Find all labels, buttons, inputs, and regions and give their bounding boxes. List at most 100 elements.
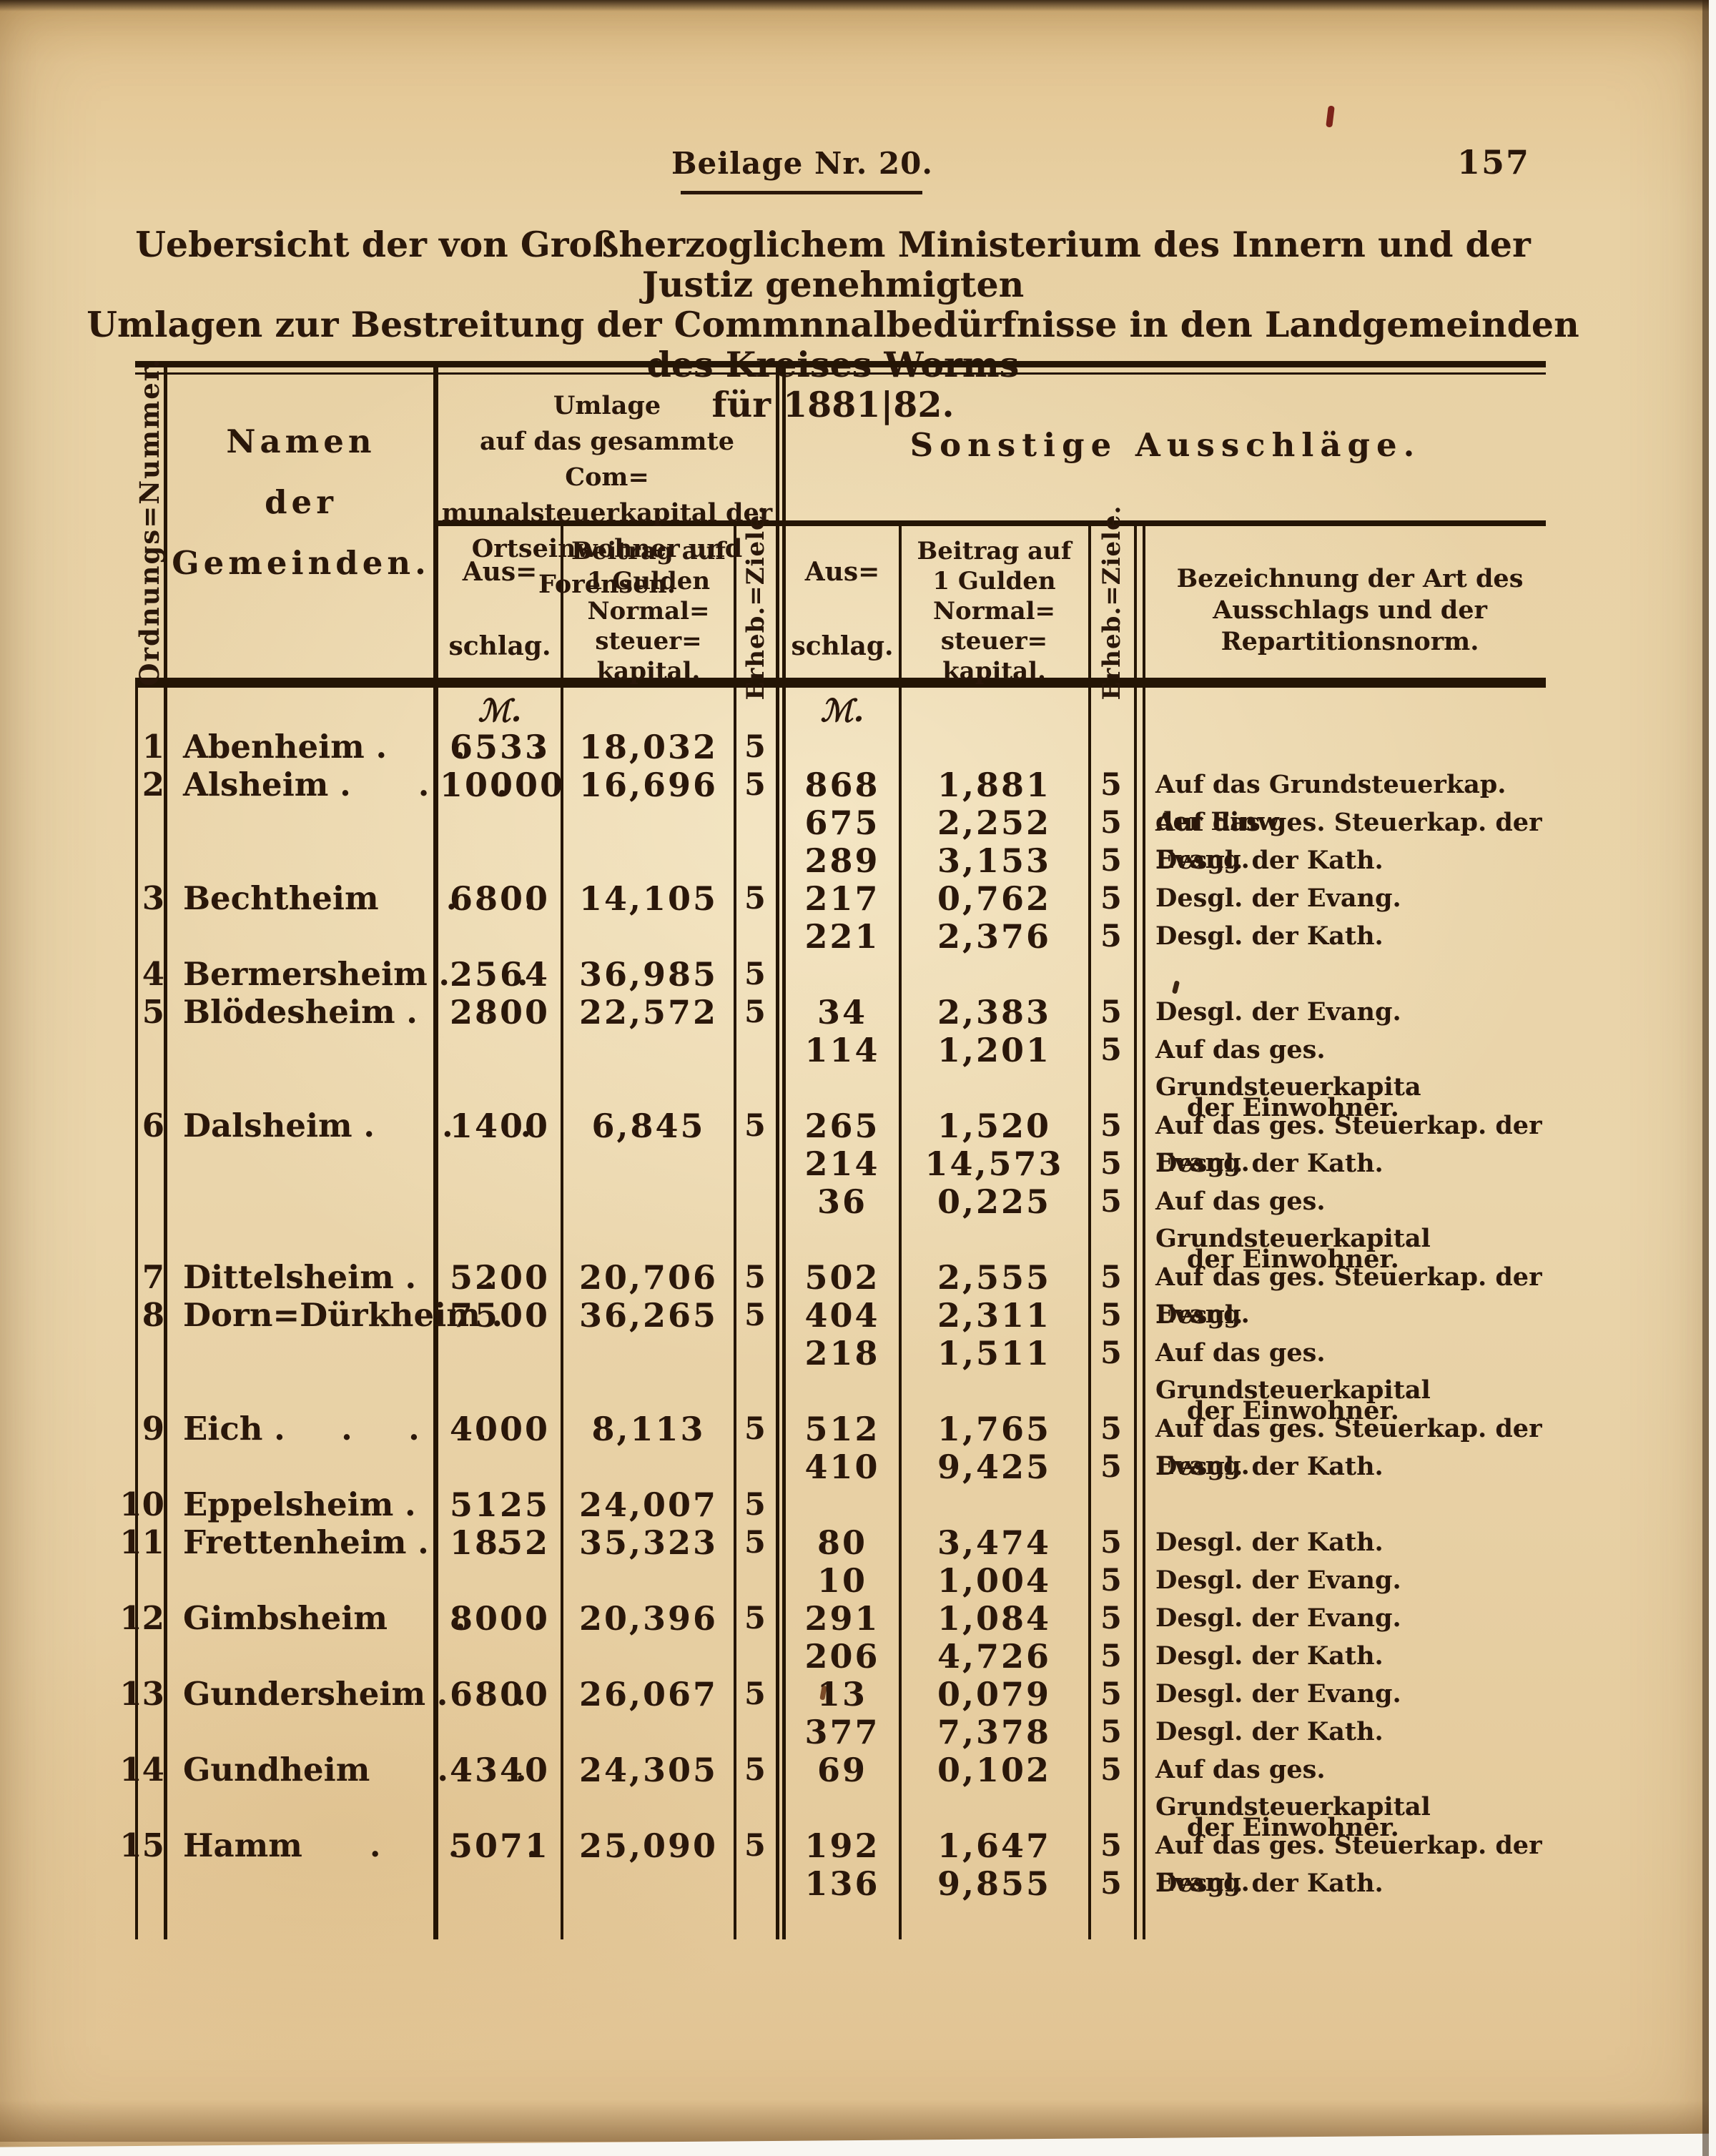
cell-ordnungsnummer: 1 xyxy=(142,728,164,766)
table-row: 114 1,201 5 Auf das ges. Grundsteuerkapita d… xyxy=(0,1032,1716,1120)
table-row: 410 9,425 5 Desgl. der Kath. xyxy=(0,1448,1716,1485)
cell-bezeichnung: Auf das ges. Grundsteuerkapital der Einwo… xyxy=(1155,1751,1556,1840)
cell-sonstige-beitrag: 9,425 xyxy=(937,1448,1052,1486)
cell-umlage-erhebziele: 5 xyxy=(744,1752,766,1788)
cell-bezeichnung: Desgl. der Kath. xyxy=(1155,1452,1384,1481)
column-header-umlage-beitrag: Beitrag auf 1 Gulden Normal= steuer= kap… xyxy=(571,537,726,686)
cell-gemeinde-name: Frettenheim . . xyxy=(183,1523,508,1561)
table-row: 8 Dorn=Dürkheim . 7500 36,265 5 404 2,311 5 Desg… xyxy=(0,1297,1716,1335)
header-bottom-rule xyxy=(135,678,1546,688)
cell-bezeichnung: Auf das ges. Grundsteuerkapital der Einwo… xyxy=(1155,1335,1556,1423)
cell-sonstige-beitrag: 2,555 xyxy=(937,1258,1052,1297)
cell-ordnungsnummer: 9 xyxy=(142,1410,164,1448)
cell-gemeinde-name: Eich . . . . xyxy=(183,1410,487,1448)
scan-edge-right-shadow xyxy=(1702,0,1709,2156)
cell-umlage-ausschlag: 5200 xyxy=(449,1258,551,1297)
cell-sonstige-beitrag: 1,511 xyxy=(937,1334,1052,1373)
cell-sonstige-ausschlag: 377 xyxy=(804,1713,880,1751)
vline-namen xyxy=(433,367,438,1939)
cell-gemeinde-name: Dalsheim . . . xyxy=(183,1107,532,1144)
cell-umlage-beitrag: 24,305 xyxy=(578,1751,719,1789)
cell-sonstige-ausschlag: 218 xyxy=(804,1334,880,1373)
cell-umlage-beitrag: 8,113 xyxy=(591,1410,706,1448)
cell-umlage-beitrag: 16,696 xyxy=(578,766,719,804)
cell-umlage-beitrag: 14,105 xyxy=(578,879,719,918)
cell-gemeinde-name: Abenheim . . . xyxy=(183,728,544,766)
cell-ordnungsnummer: 3 xyxy=(142,879,164,917)
cell-umlage-ausschlag: 4000 xyxy=(449,1410,551,1448)
cell-bezeichnung: Auf das ges. Grundsteuerkapital der Einwo… xyxy=(1155,1183,1556,1272)
cell-sonstige-beitrag: 7,378 xyxy=(937,1713,1052,1751)
cell-umlage-ausschlag: 4340 xyxy=(449,1751,551,1789)
cell-sonstige-ausschlag: 512 xyxy=(804,1410,880,1448)
cell-bezeichnung: Desgl. der Evang. xyxy=(1155,997,1401,1027)
cell-gemeinde-name: Bechtheim . . xyxy=(183,879,536,917)
vline-umlage-ausschlag xyxy=(561,526,563,1939)
cell-sonstige-erhebziele: 5 xyxy=(1100,1411,1122,1447)
cell-umlage-erhebziele: 5 xyxy=(744,956,766,992)
cell-gemeinde-name: Eppelsheim . . xyxy=(183,1485,495,1523)
cell-sonstige-erhebziele: 5 xyxy=(1100,843,1122,879)
cell-bezeichnung: Desgl. der Kath. xyxy=(1155,1869,1384,1898)
table-row: 11 Frettenheim . . 1852 35,323 5 80 3,474 5 Desg… xyxy=(0,1523,1716,1562)
cell-sonstige-beitrag: 1,004 xyxy=(937,1561,1052,1600)
cell-sonstige-erhebziele: 5 xyxy=(1100,994,1122,1030)
cell-sonstige-erhebziele: 5 xyxy=(1100,1866,1122,1902)
cell-ordnungsnummer: 15 xyxy=(119,1826,164,1864)
table-row: 13 Gundersheim . . 6800 26,067 5 13 0,079 5 Desg… xyxy=(0,1675,1716,1714)
table-top-rule-thin xyxy=(135,372,1546,375)
cell-sonstige-ausschlag: 36 xyxy=(817,1182,867,1221)
cell-sonstige-ausschlag: 291 xyxy=(804,1599,880,1638)
table-row: 10 Eppelsheim . . 5125 24,007 5 xyxy=(0,1485,1716,1524)
cell-sonstige-erhebziele: 5 xyxy=(1100,1108,1122,1144)
cell-sonstige-beitrag: 4,726 xyxy=(937,1637,1052,1676)
cell-umlage-ausschlag: 6533 xyxy=(449,728,551,766)
cell-sonstige-beitrag: 2,376 xyxy=(937,917,1052,956)
vline-sonstige-ausschlag xyxy=(899,526,902,1939)
cell-sonstige-ausschlag: 502 xyxy=(804,1258,880,1297)
table-row: 5 Blödesheim . . 2800 22,572 5 34 2,383 5 Desgl.… xyxy=(0,993,1716,1032)
currency-mark-symbol: ℳ. xyxy=(820,693,864,729)
cell-sonstige-ausschlag: 289 xyxy=(804,841,880,880)
heading-underline xyxy=(681,191,922,194)
cell-sonstige-ausschlag: 34 xyxy=(817,993,867,1032)
cell-sonstige-erhebziele: 5 xyxy=(1100,881,1122,916)
cell-sonstige-erhebziele: 5 xyxy=(1100,1297,1122,1333)
cell-gemeinde-name: Gundheim . . xyxy=(183,1751,527,1789)
column-header-sonstige-ausschlag: Aus= schlag. xyxy=(791,557,894,661)
cell-sonstige-ausschlag: 410 xyxy=(804,1448,880,1486)
cell-umlage-beitrag: 36,985 xyxy=(578,955,719,994)
cell-ordnungsnummer: 4 xyxy=(142,955,164,993)
vline-erheb-divider-a xyxy=(1134,526,1137,1939)
vline-umlage-beitrag xyxy=(734,526,736,1939)
cell-bezeichnung: Desgl. der Evang. xyxy=(1155,1603,1401,1633)
page-heading: Beilage Nr. 20. xyxy=(671,146,934,181)
cell-umlage-erhebziele: 5 xyxy=(744,1601,766,1636)
cell-umlage-ausschlag: 6800 xyxy=(449,1675,551,1714)
table-row: 9 Eich . . . . 4000 8,113 5 512 1,765 5 Auf das … xyxy=(0,1410,1716,1481)
cell-ordnungsnummer: 7 xyxy=(142,1258,164,1296)
cell-sonstige-beitrag: 0,762 xyxy=(937,879,1052,918)
cell-gemeinde-name: Gundersheim . . xyxy=(183,1675,527,1713)
cell-sonstige-ausschlag: 136 xyxy=(804,1864,880,1903)
table-row: 12 Gimbsheim . . 8000 20,396 5 291 1,084 5 Desgl… xyxy=(0,1599,1716,1638)
subheader-rule xyxy=(435,520,1546,526)
cell-sonstige-beitrag: 1,881 xyxy=(937,766,1052,804)
currency-mark-symbol: ℳ. xyxy=(478,693,522,729)
cell-sonstige-ausschlag: 217 xyxy=(804,879,880,918)
cell-bezeichnung: Desgl. der Kath. xyxy=(1155,1528,1384,1557)
cell-bezeichnung: Desgl. der Kath. xyxy=(1155,1717,1384,1746)
cell-gemeinde-name: Gimbsheim . . xyxy=(183,1599,545,1637)
cell-umlage-erhebziele: 5 xyxy=(744,881,766,916)
table-row: 4 Bermersheim . . 2564 36,985 5 xyxy=(0,955,1716,994)
column-group-umlage: Umlage auf das gesammte Com= munalsteuer… xyxy=(441,391,773,599)
table-row: 136 9,855 5 Desgl. der Kath. xyxy=(0,1865,1716,1902)
cell-sonstige-erhebziele: 5 xyxy=(1100,919,1122,954)
cell-sonstige-beitrag: 2,252 xyxy=(937,803,1052,842)
cell-sonstige-beitrag: 0,225 xyxy=(937,1182,1052,1221)
cell-umlage-erhebziele: 5 xyxy=(744,1676,766,1712)
table-row: 2 Alsheim . . . 10000 16,696 5 868 1,881 5 Auf d… xyxy=(0,766,1716,837)
cell-sonstige-erhebziele: 5 xyxy=(1100,1752,1122,1788)
cell-umlage-erhebziele: 5 xyxy=(744,1828,766,1864)
